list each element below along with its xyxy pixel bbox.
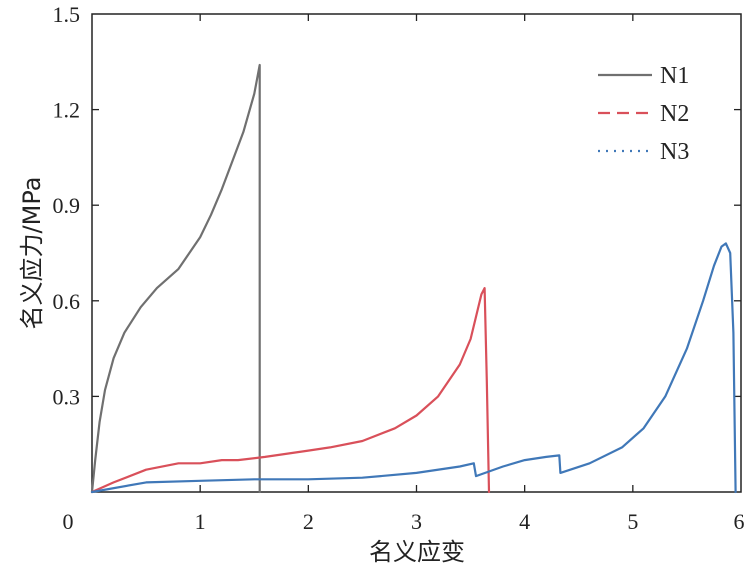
x-tick-label: 1 (195, 509, 206, 534)
x-tick-label: 3 (411, 509, 422, 534)
legend-label-n2: N2 (660, 101, 689, 127)
x-axis-title: 名义应变 (369, 538, 465, 566)
legend-label-n3: N3 (660, 139, 689, 165)
x-tick-label: 4 (519, 509, 530, 534)
legend: N1 N2 N3 (598, 63, 689, 165)
y-tick-label: 1.5 (53, 2, 81, 27)
x-tick-label: 5 (627, 509, 638, 534)
y-tick-label: 1.2 (53, 98, 81, 123)
y-tick-label: 0.9 (53, 193, 81, 218)
series-layer (90, 63, 737, 494)
y-tick-label: 0.6 (53, 289, 81, 314)
y-axis-title: 名义应力/MPa (18, 177, 46, 330)
series-n2-line (90, 287, 491, 494)
x-tick-label: 6 (734, 509, 745, 534)
axis-ticks: 1 2 3 4 5 6 0.3 0.6 0.9 1.2 1.5 (53, 2, 745, 534)
origin-tick-label: 0 (63, 509, 74, 534)
legend-label-n1: N1 (660, 63, 689, 89)
series-n3-line (90, 242, 737, 494)
x-tick-label: 2 (303, 509, 314, 534)
y-tick-label: 0.3 (53, 384, 81, 409)
series-n1-line (90, 63, 261, 494)
